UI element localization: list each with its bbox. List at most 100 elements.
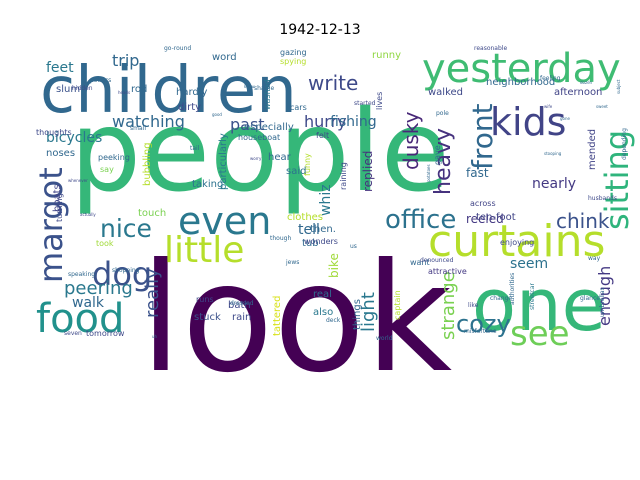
word-feeling: feeling: [540, 75, 561, 82]
word-cozy: cozy: [456, 310, 511, 338]
word-shame: shame: [254, 85, 274, 92]
word-though: though: [270, 235, 291, 242]
word-small: small: [130, 125, 146, 132]
word-want: want: [410, 258, 430, 267]
word-raining: raining: [339, 162, 348, 190]
word-streetcar: streetcar: [529, 282, 536, 310]
word-dressed: dressed: [230, 300, 254, 307]
word-wife: wife: [544, 104, 553, 109]
word-politics: politics: [90, 77, 111, 84]
word-kids: kids: [490, 100, 566, 144]
word-depending: depending: [621, 128, 628, 160]
word-seem: seem: [510, 256, 548, 272]
word-watching: watching: [112, 112, 185, 131]
word-dirty: dirty: [178, 102, 201, 113]
word-tomorrow: tomorrow: [86, 329, 125, 338]
word-rod: rod: [131, 84, 147, 95]
word-sitting: sitting: [598, 130, 636, 230]
word-way: way: [588, 255, 601, 262]
word-one: one: [472, 263, 606, 347]
word-heads: heads: [118, 90, 130, 95]
word-attractive: attractive: [428, 267, 467, 276]
word-change: change: [490, 295, 512, 302]
word-heavy: heavy: [431, 128, 456, 195]
word-feet: feet: [46, 60, 74, 76]
word-good: good: [212, 112, 222, 117]
word-dozen: dozen: [580, 80, 593, 85]
word-dusky: dusky: [399, 111, 423, 170]
word-clothes: clothes: [287, 212, 323, 223]
word-captain: captain: [393, 290, 402, 320]
word-authorities: authorities: [509, 273, 516, 305]
word-taking: taking: [192, 179, 223, 190]
word-gazing: gazing: [280, 48, 307, 57]
word-tail: tail: [190, 145, 200, 152]
word-really: really: [142, 268, 163, 318]
word-across: across: [470, 199, 496, 208]
word-bubbling: bubbling: [142, 142, 153, 186]
word-real: real: [313, 289, 332, 300]
word-wonders: wonders: [304, 237, 338, 246]
word-trip: trip: [112, 51, 139, 70]
word-world: world: [376, 335, 393, 342]
word-boats: boats: [52, 184, 63, 212]
word-cars: cars: [290, 103, 307, 112]
word-runny: runny: [372, 50, 401, 61]
word-also: also: [313, 307, 333, 318]
word-said: said: [286, 166, 306, 177]
word-subject: subject: [616, 79, 621, 94]
word-denounced: denounced: [420, 257, 454, 264]
word-fast: fast: [466, 166, 489, 180]
word-washed: washed: [263, 79, 272, 110]
word-see: see: [510, 314, 570, 354]
word-little: little: [164, 230, 244, 271]
word-fishing: fishing: [330, 114, 377, 130]
word-deck: deck: [326, 317, 341, 324]
word-knew: knew: [244, 84, 255, 89]
word-peering: peering: [64, 278, 133, 299]
word-uh: uh: [152, 334, 158, 339]
word-margot: margot: [32, 167, 70, 283]
word-front: front: [466, 103, 499, 170]
word-children: children: [40, 54, 297, 128]
word-gave: gave: [433, 145, 442, 165]
word-worry: worry: [250, 156, 262, 161]
word-word: word: [212, 52, 237, 63]
word-spying: spying: [280, 57, 306, 66]
word-gone: gone: [560, 116, 571, 121]
word-turning: turning: [55, 193, 64, 222]
word-food: food: [36, 296, 124, 342]
word-light: light: [358, 292, 379, 332]
word-replied: replied: [361, 151, 375, 192]
word-write: write: [308, 71, 358, 95]
word-took: took: [96, 239, 114, 248]
word-tell: tell: [298, 222, 320, 238]
word-rain: rain: [232, 312, 251, 323]
word-hardly: hardly: [176, 87, 208, 98]
word-seven: seven: [64, 330, 82, 337]
word-go-round: go-round: [164, 45, 191, 52]
word-started: started: [354, 100, 376, 107]
word-houseboat: houseboat: [238, 133, 280, 142]
word-look: look: [140, 232, 452, 406]
word-particularly: particularly: [218, 133, 229, 190]
word-mended: mended: [587, 129, 598, 170]
word-like: like: [468, 302, 479, 309]
word-hidden: hidden: [72, 85, 93, 92]
word-noses: noses: [46, 148, 75, 159]
word-bicycles: bicycles: [46, 130, 102, 146]
word-neighborhood: neighborhood: [486, 77, 555, 88]
word-misfortune: misfortune: [464, 328, 497, 335]
word-whenever: whenever: [68, 178, 88, 183]
chart-title: 1942-12-13: [279, 22, 361, 38]
word-shopping: shopping: [112, 267, 140, 274]
word-chink: chink: [556, 209, 610, 233]
word-people: people: [70, 87, 450, 217]
word-felt: felt: [316, 131, 329, 140]
word-tattered: tattered: [272, 296, 283, 336]
word-us: us: [350, 243, 357, 250]
word-afternoon: afternoon: [554, 87, 602, 98]
word-hear: hear: [268, 152, 292, 163]
word-dog: dog: [92, 255, 152, 293]
word-walked: walked: [428, 87, 463, 98]
